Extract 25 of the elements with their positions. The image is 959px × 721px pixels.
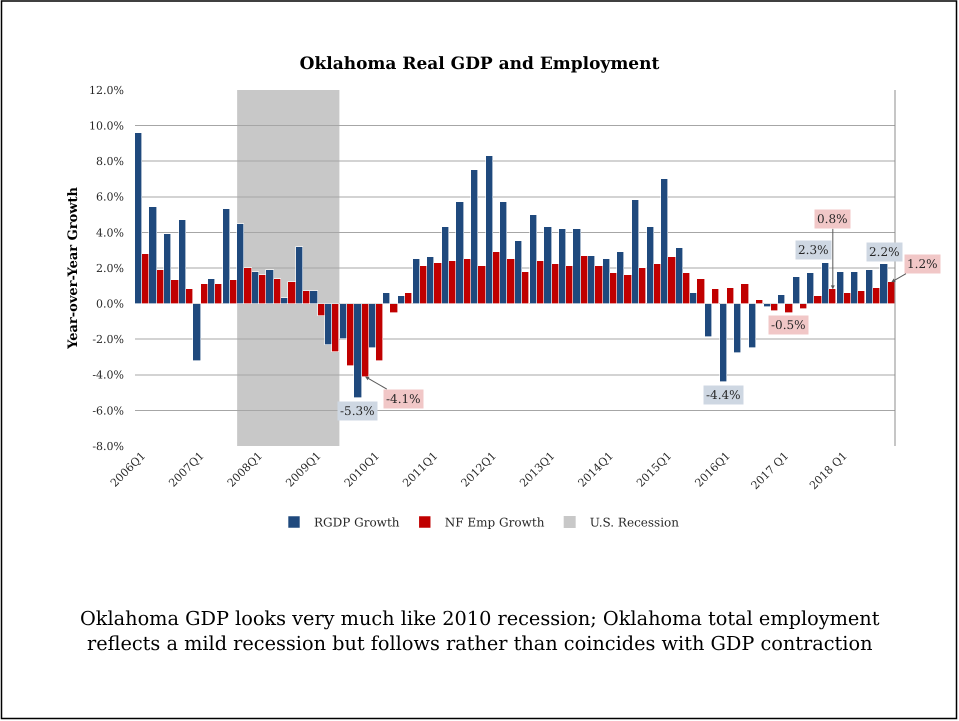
y-axis-title: Year-over-Year Growth (66, 186, 81, 350)
y-tick-label: -8.0% (92, 440, 124, 453)
legend-label: U.S. Recession (590, 516, 680, 530)
data-label: -4.1% (386, 392, 421, 406)
y-tick-label: -6.0% (92, 404, 124, 418)
y-tick-label: 6.0% (96, 190, 124, 204)
data-label: 2.3% (798, 243, 828, 257)
legend-label: RGDP Growth (314, 516, 400, 530)
data-label: 2.2% (869, 245, 900, 259)
y-tick-label: 8.0% (96, 155, 124, 168)
data-label: -5.3% (340, 404, 375, 418)
chart-title: Oklahoma Real GDP and Employment (300, 54, 660, 74)
y-tick-label: 10.0% (89, 119, 124, 132)
y-tick-label: -2.0% (92, 333, 124, 346)
y-tick-label: 2.0% (96, 262, 124, 275)
y-tick-label: 0.0% (96, 297, 124, 310)
legend-label: NF Emp Growth (444, 516, 545, 530)
data-label: 0.8% (817, 212, 848, 226)
text: Oklahoma GDP looks very much like 2010 recession; Oklahoma total employment reflects a mild recession but follows rather than coincides with GDP contraction (80, 607, 880, 656)
y-tick-label: 4.0% (96, 226, 124, 240)
data-label: -4.4% (706, 388, 741, 402)
data-label: -0.5% (771, 318, 806, 332)
y-tick-label: 12.0% (89, 84, 124, 97)
y-tick-label: -4.0% (92, 368, 124, 382)
data-label: 1.2% (907, 257, 938, 271)
